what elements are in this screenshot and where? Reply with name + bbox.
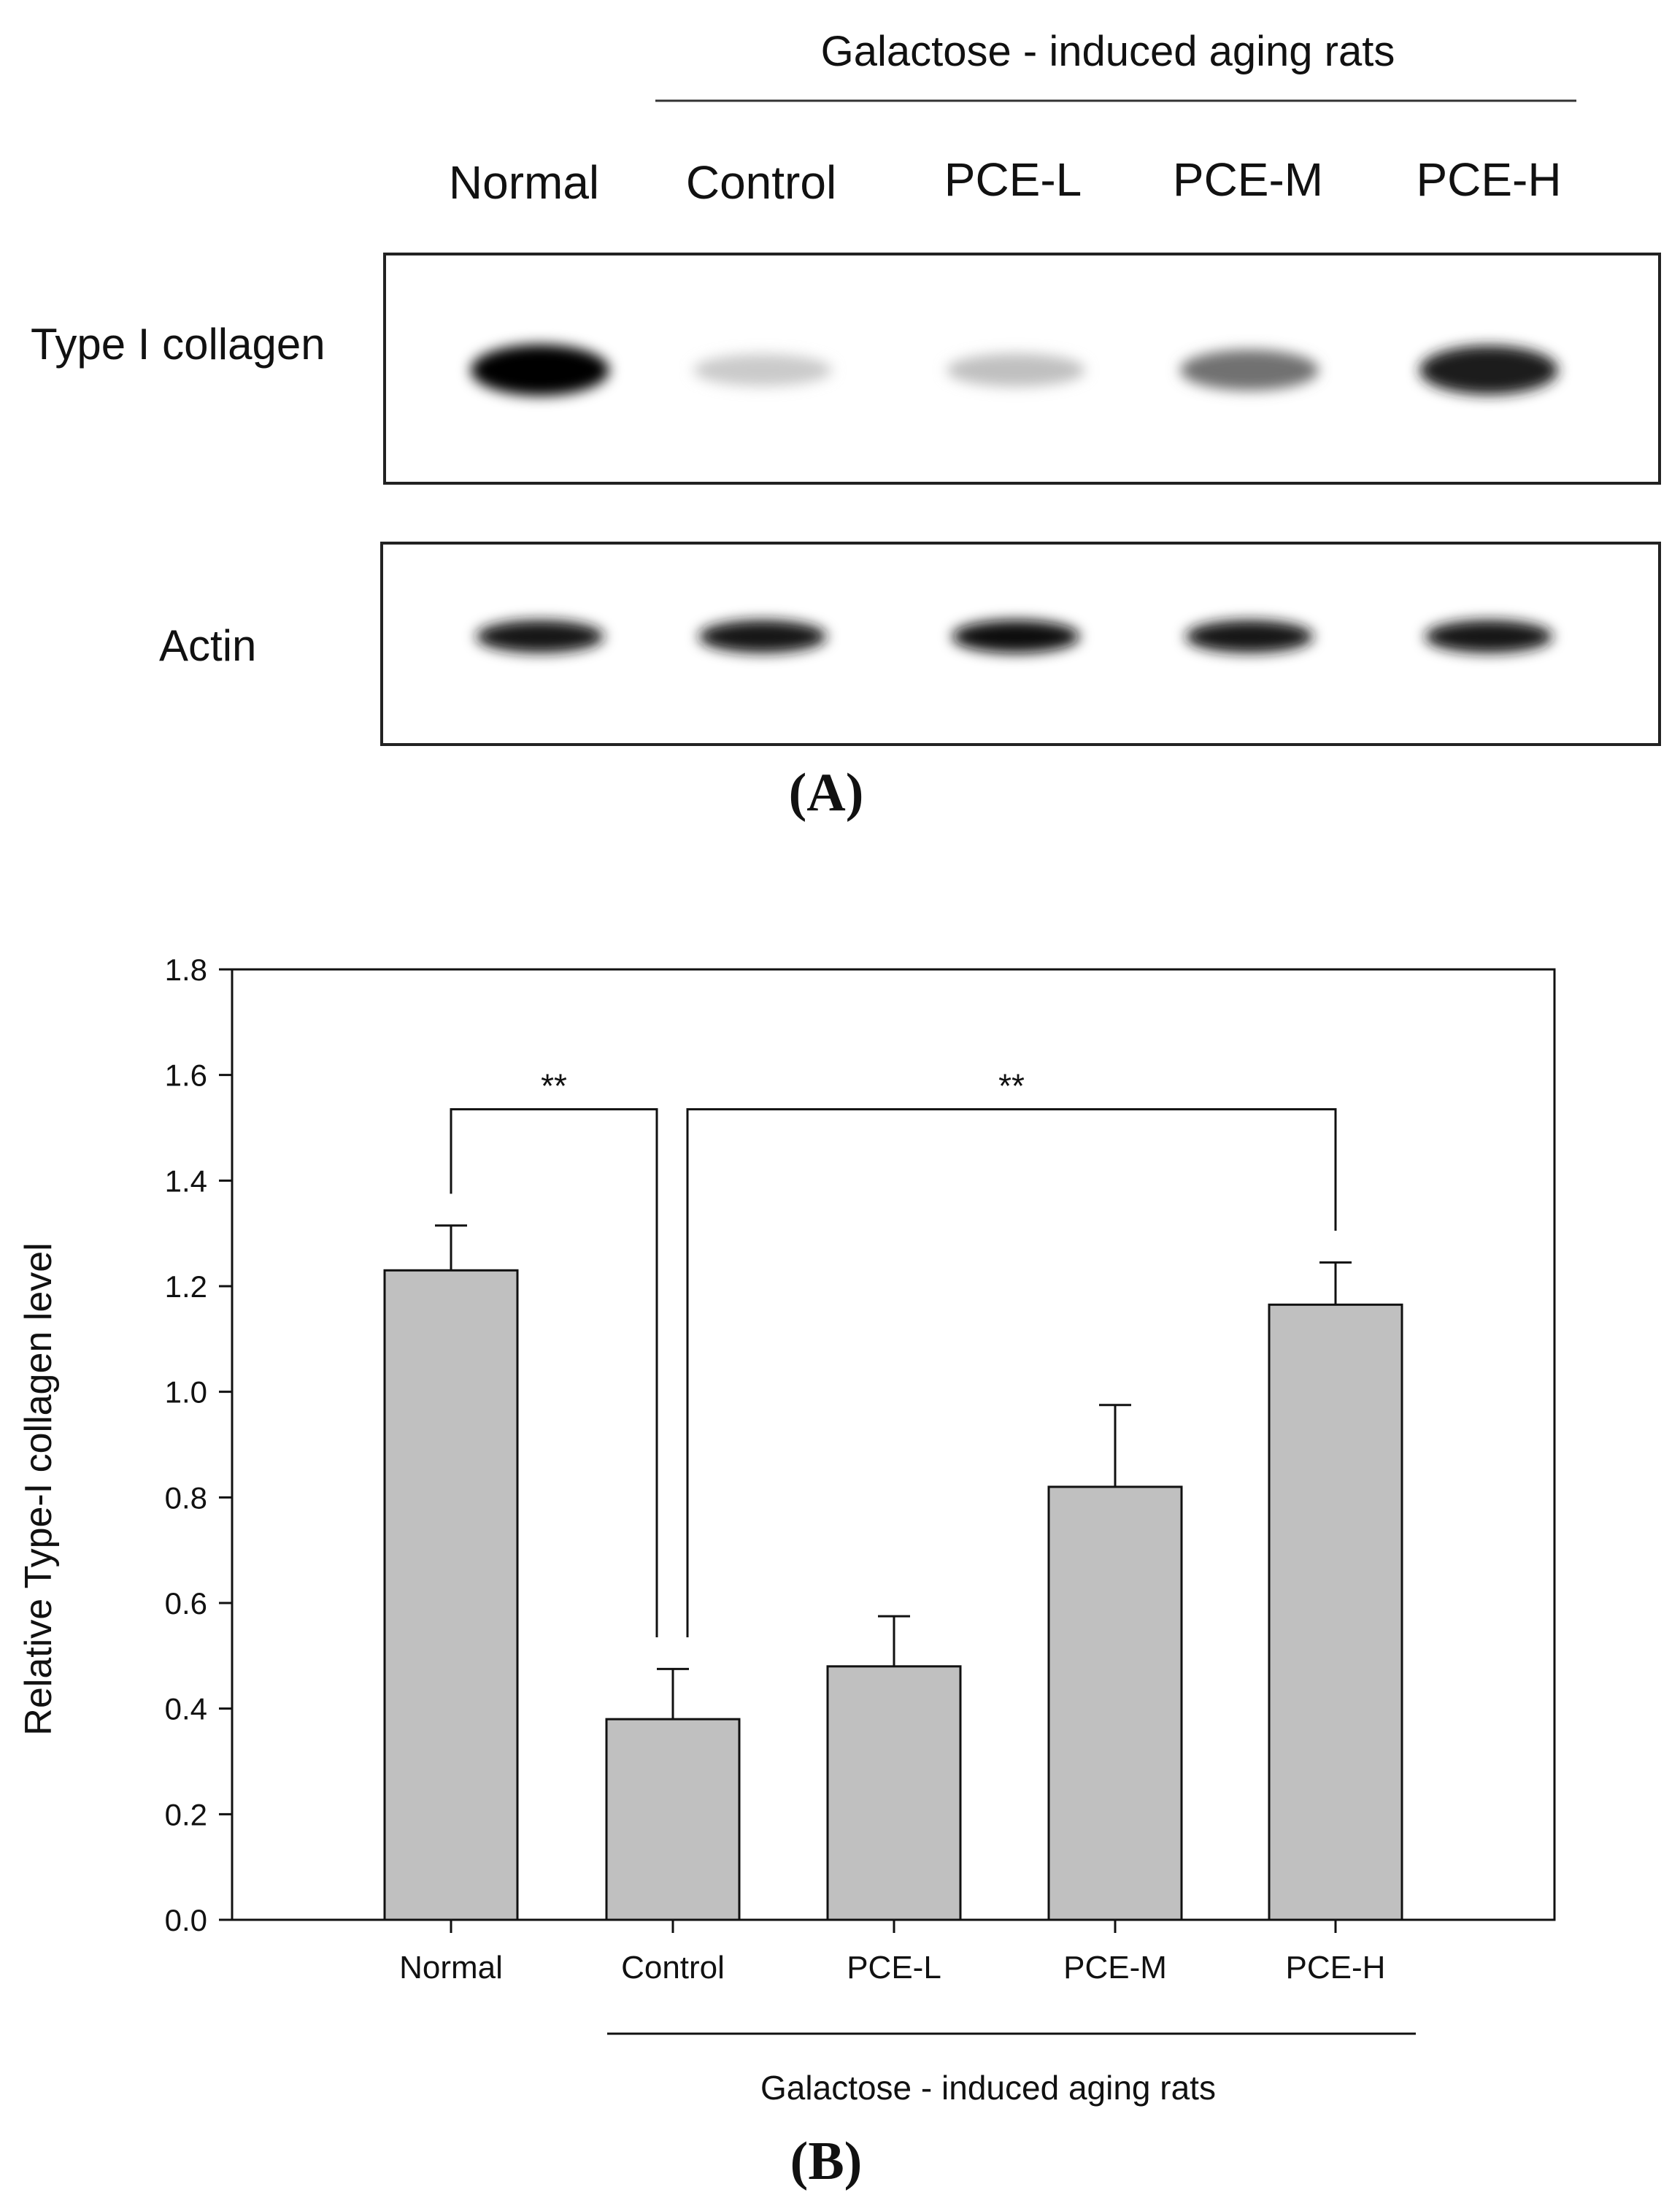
- significance-label: **: [998, 1067, 1025, 1105]
- y-tick-label: 0.4: [165, 1692, 207, 1726]
- blot-band: [476, 620, 604, 653]
- y-tick-label: 1.8: [165, 953, 207, 987]
- panel-b-label: (B): [790, 2131, 863, 2191]
- y-tick-label: 0.6: [165, 1586, 207, 1621]
- blot-band: [952, 620, 1080, 653]
- x-tick-label: Normal: [399, 1950, 503, 1986]
- blot-band: [1419, 345, 1558, 395]
- panel-a-label: (A): [789, 763, 864, 823]
- bar: [826, 1665, 962, 1921]
- blot-row-label: Actin: [159, 621, 256, 670]
- blot-lane-label: PCE-L: [944, 153, 1082, 206]
- y-tick-label: 1.4: [165, 1164, 207, 1198]
- blot-box-collagen: [383, 253, 1661, 485]
- bar: [605, 1718, 741, 1921]
- blot-row-label: Type I collagen: [31, 320, 325, 369]
- blot-lane-label: PCE-M: [1173, 153, 1323, 206]
- x-tick-label: Control: [621, 1950, 725, 1986]
- y-axis-label: Relative Type-I collagen level: [18, 1242, 60, 1735]
- blot-group-label: Galactose - induced aging rats: [821, 28, 1395, 75]
- y-tick-label: 1.2: [165, 1269, 207, 1304]
- x-group-label: Galactose - induced aging rats: [760, 2069, 1216, 2107]
- blot-band: [1185, 620, 1314, 653]
- bar-chart: 0.0 0.2 0.4 0.6 0.8 1.0 1.2 1.4 1.6 1.8 Normal Cont…: [165, 953, 1556, 2035]
- x-tick-label: PCE-H: [1286, 1950, 1386, 1986]
- y-tick-label: 0.8: [165, 1480, 207, 1515]
- blot-band: [471, 344, 609, 396]
- y-tick-label: 1.0: [165, 1375, 207, 1410]
- significance-label: **: [541, 1067, 567, 1105]
- y-tick-label: 1.6: [165, 1058, 207, 1093]
- bar: [1268, 1303, 1403, 1921]
- blot-lane-label: PCE-H: [1416, 153, 1561, 206]
- blot-band: [947, 353, 1085, 387]
- y-tick-label: 0.2: [165, 1797, 207, 1831]
- x-tick-label: PCE-L: [847, 1950, 941, 1986]
- blot-box-actin: [380, 542, 1661, 746]
- blot-band: [693, 353, 832, 387]
- y-tick-label: 0.0: [165, 1903, 207, 1937]
- blot-lane-label: Normal: [449, 156, 599, 209]
- panel-a: Galactose - induced aging rats Normal Co…: [31, 28, 1661, 823]
- blot-band: [1180, 350, 1319, 391]
- panel-b: 0.0 0.2 0.4 0.6 0.8 1.0 1.2 1.4 1.6 1.8 Normal Cont…: [18, 953, 1556, 2191]
- significance-bracket: [450, 1108, 658, 1638]
- bar: [1047, 1485, 1183, 1921]
- blot-band: [1425, 620, 1553, 653]
- bar: [383, 1269, 519, 1921]
- x-tick-label: PCE-M: [1063, 1950, 1167, 1986]
- blot-lane-label: Control: [686, 156, 836, 209]
- significance-bracket: [686, 1108, 1337, 1638]
- blot-band: [698, 620, 827, 653]
